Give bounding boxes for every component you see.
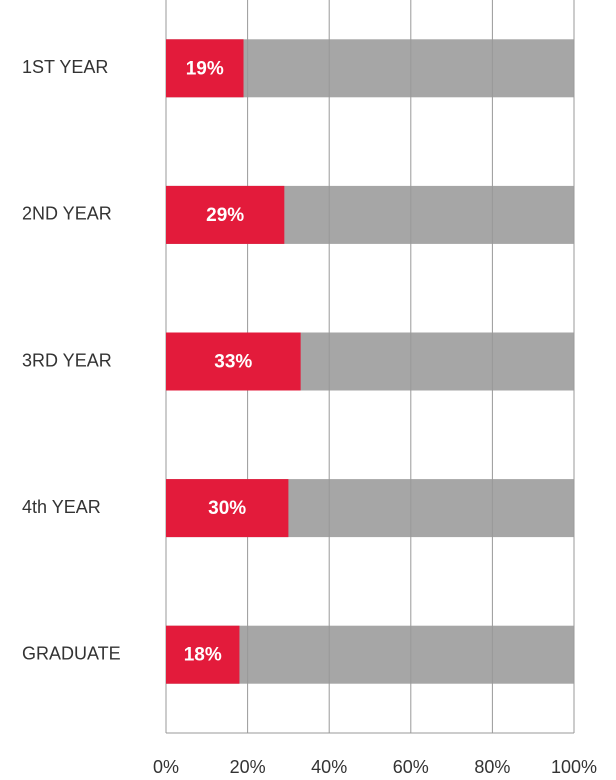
value-label: 29%	[206, 205, 244, 226]
y-tick-label: 1ST YEAR	[22, 57, 108, 77]
x-tick-label: 60%	[393, 757, 429, 777]
x-tick-label: 40%	[311, 757, 347, 777]
y-tick-label: 4th YEAR	[22, 497, 101, 517]
value-label: 33%	[214, 352, 252, 373]
y-tick-label: 2ND YEAR	[22, 204, 112, 224]
x-tick-label: 100%	[551, 757, 597, 777]
x-tick-label: 20%	[230, 757, 266, 777]
bar	[166, 332, 301, 391]
y-tick-label: GRADUATE	[22, 643, 121, 663]
x-tick-label: 80%	[474, 757, 510, 777]
x-tick-label: 0%	[153, 757, 179, 777]
value-label: 18%	[184, 645, 222, 666]
value-label: 19%	[186, 58, 224, 79]
bar	[166, 625, 240, 684]
y-tick-label: 3RD YEAR	[22, 350, 112, 370]
bar	[166, 39, 244, 98]
value-label: 30%	[208, 498, 246, 519]
bar	[166, 479, 289, 538]
bar	[166, 185, 285, 244]
